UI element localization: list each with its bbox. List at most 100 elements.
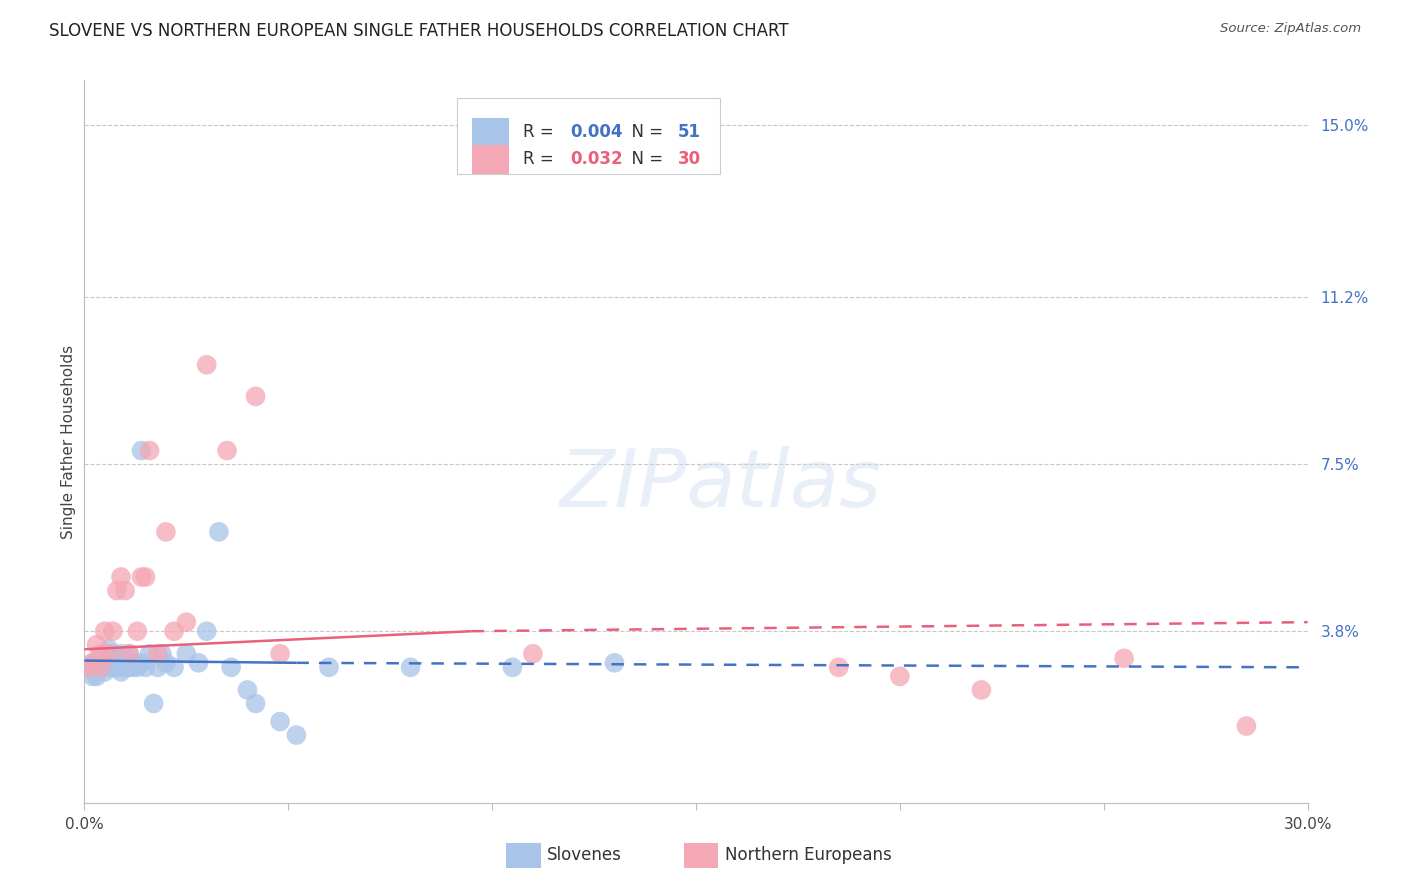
Point	[1114, 651, 1136, 665]
Point	[82, 656, 104, 670]
Point	[131, 570, 153, 584]
Point	[90, 651, 112, 665]
Point	[142, 697, 165, 711]
Point	[138, 443, 160, 458]
Bar	[472, 118, 509, 147]
Point	[195, 358, 218, 372]
Point	[77, 660, 100, 674]
Point	[217, 443, 239, 458]
Point	[245, 697, 267, 711]
Point	[155, 524, 177, 539]
Point	[127, 660, 149, 674]
Point	[146, 660, 169, 674]
Point	[93, 665, 115, 679]
Point	[90, 660, 112, 674]
Point	[122, 660, 145, 674]
Point	[110, 647, 132, 661]
Y-axis label: Single Father Households: Single Father Households	[60, 344, 76, 539]
Point	[114, 656, 136, 670]
Point	[110, 660, 132, 674]
Point	[101, 624, 124, 639]
Point	[118, 647, 141, 661]
Text: N =: N =	[621, 123, 669, 142]
Point	[82, 669, 104, 683]
Point	[889, 669, 911, 683]
Text: ZIPatlas: ZIPatlas	[560, 446, 882, 524]
Point	[146, 647, 169, 661]
Point	[163, 660, 186, 674]
Point	[93, 647, 115, 661]
Point	[399, 660, 422, 674]
Point	[174, 615, 197, 630]
Point	[150, 647, 173, 661]
Point	[118, 660, 141, 674]
Point	[318, 660, 340, 674]
Point	[502, 660, 524, 674]
Point	[603, 656, 626, 670]
Point	[245, 389, 267, 403]
Point	[122, 656, 145, 670]
Point	[86, 638, 108, 652]
Point	[86, 660, 108, 674]
Point	[90, 647, 112, 661]
Point	[97, 642, 120, 657]
Text: 51: 51	[678, 123, 700, 142]
Point	[135, 570, 157, 584]
Point	[86, 669, 108, 683]
Point	[101, 656, 124, 670]
Text: Source: ZipAtlas.com: Source: ZipAtlas.com	[1220, 22, 1361, 36]
Point	[269, 647, 291, 661]
Text: 30: 30	[678, 151, 700, 169]
Point	[138, 647, 160, 661]
Point	[105, 660, 128, 674]
Point	[970, 682, 993, 697]
Point	[97, 660, 120, 674]
Point	[131, 443, 153, 458]
Point	[174, 647, 197, 661]
Point	[118, 647, 141, 661]
Point	[285, 728, 308, 742]
Point	[135, 660, 157, 674]
Point	[93, 624, 115, 639]
Text: SLOVENE VS NORTHERN EUROPEAN SINGLE FATHER HOUSEHOLDS CORRELATION CHART: SLOVENE VS NORTHERN EUROPEAN SINGLE FATH…	[49, 22, 789, 40]
Point	[114, 660, 136, 674]
Text: 0.004: 0.004	[569, 123, 623, 142]
Point	[187, 656, 209, 670]
Text: R =: R =	[523, 123, 560, 142]
Point	[101, 660, 124, 674]
Point	[101, 647, 124, 661]
Bar	[683, 843, 718, 868]
Point	[114, 651, 136, 665]
Text: R =: R =	[523, 151, 560, 169]
Point	[110, 570, 132, 584]
Bar	[506, 843, 541, 868]
Point	[105, 651, 128, 665]
Point	[195, 624, 218, 639]
Point	[522, 647, 544, 661]
Text: Slovenes: Slovenes	[547, 846, 621, 863]
FancyBboxPatch shape	[457, 98, 720, 174]
Point	[163, 624, 186, 639]
Point	[114, 583, 136, 598]
Point	[93, 656, 115, 670]
Point	[208, 524, 231, 539]
Point	[90, 660, 112, 674]
Text: Northern Europeans: Northern Europeans	[725, 846, 891, 863]
Point	[131, 656, 153, 670]
Point	[110, 665, 132, 679]
Text: 0.032: 0.032	[569, 151, 623, 169]
Point	[236, 682, 259, 697]
Point	[127, 624, 149, 639]
Point	[86, 656, 108, 670]
Point	[82, 656, 104, 670]
Point	[155, 656, 177, 670]
Text: N =: N =	[621, 151, 669, 169]
Point	[105, 583, 128, 598]
Point	[97, 647, 120, 661]
Point	[77, 660, 100, 674]
Bar	[472, 145, 509, 174]
Point	[219, 660, 242, 674]
Point	[828, 660, 851, 674]
Point	[1236, 719, 1258, 733]
Point	[269, 714, 291, 729]
